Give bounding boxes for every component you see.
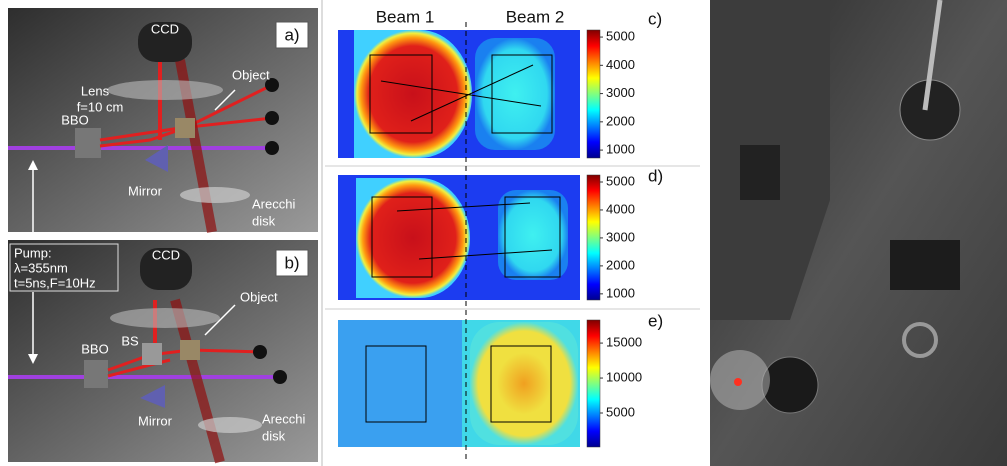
tick-label: 4000 [606,201,635,216]
panel-label: a) [284,25,299,44]
tick-label: 5000 [606,404,635,419]
beam-1-spot [356,178,470,298]
tick-label: 2000 [606,257,635,272]
lens [110,308,220,328]
pump-label: Pump: [14,245,52,260]
bbo-crystal [75,128,101,158]
dump [265,141,279,155]
disk-label: disk [252,213,276,228]
panel-label: e) [648,311,663,330]
mirror-label: Mirror [138,413,173,428]
bbo-label: BBO [81,341,108,356]
object [175,118,195,138]
panel-label: b) [284,253,299,272]
panel-label: d) [648,166,663,185]
ccd-label: CCD [152,247,180,262]
bs-label: BS [121,333,139,348]
panel-label: c) [648,9,662,28]
tick-label: 5000 [606,173,635,188]
tick-label: 1000 [606,142,635,157]
maps: Beam 1 Beam 2 c) 5000 4000 3000 2000 1000 d) 50… [322,0,700,466]
disk-label: disk [262,428,286,443]
colorbar [587,320,600,447]
figure: a) CCD Lens f=10 cm Object BBO Mirror Ar… [0,0,1007,466]
beam-2-spot [498,190,568,280]
photo [710,0,1007,466]
tick-label: 3000 [606,85,635,100]
pump-label: λ=355nm [14,260,68,275]
disk [198,417,262,433]
object [180,340,200,360]
optic [762,357,818,413]
setup-a: a) CCD Lens f=10 cm Object BBO Mirror Ar… [8,8,318,232]
tick-label: 1000 [606,285,635,300]
disk [180,187,250,203]
mirror-label: Mirror [128,183,163,198]
page: {"setup_a": {"label": "a)", "ccd": "CCD"… [0,0,1007,466]
bbo-crystal [84,360,108,388]
tick-label: 5000 [606,29,635,44]
setup-b: Pump: λ=355nm t=5ns,F=10Hz b) CCD Object… [8,240,318,462]
lens [107,80,223,100]
object-label: Object [240,289,278,304]
colorbar [587,30,600,158]
disk-label: Arecchi [262,411,305,426]
tick-label: 4000 [606,57,635,72]
dump [265,111,279,125]
dump [253,345,267,359]
tick-label: 3000 [606,229,635,244]
colorbars: c) 5000 4000 3000 2000 1000 d) 5000 4000 3000 2000… [587,9,663,447]
pump-label: t=5ns,F=10Hz [14,275,96,290]
colorbar [587,175,600,300]
mount [740,145,780,200]
beam-label: Beam 1 [376,7,435,26]
beam-1-spot [354,30,472,158]
object-label: Object [232,67,270,82]
beam-2-spot [470,322,578,445]
bbo-label: BBO [61,112,88,127]
mount [890,240,960,290]
tick-label: 2000 [606,113,635,128]
beam-label: Beam 2 [506,7,565,26]
beam-splitter [142,343,162,365]
disk-label: Arecchi [252,196,295,211]
tick-label: 15000 [606,335,642,350]
dump [273,370,287,384]
ccd-label: CCD [151,21,179,36]
tick-label: 10000 [606,369,642,384]
laser-spot [734,378,742,386]
lens-label: Lens [81,83,110,98]
